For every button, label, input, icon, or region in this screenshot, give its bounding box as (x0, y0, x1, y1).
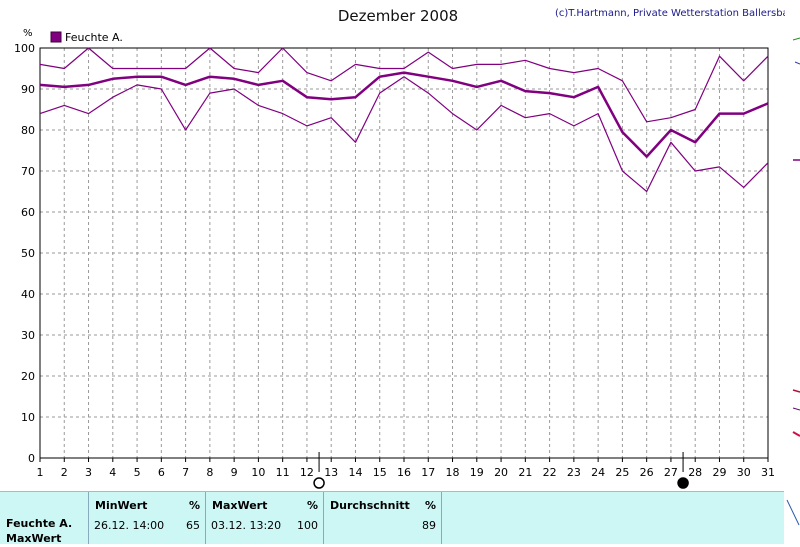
x-tick-label: 27 (664, 466, 678, 479)
x-tick-label: 21 (518, 466, 532, 479)
y-tick-label: 10 (21, 411, 35, 424)
chart-title: Dezember 2008 (338, 7, 458, 25)
y-tick-label: 30 (21, 329, 35, 342)
legend: Feuchte A. (50, 31, 123, 44)
avg-unit: % (425, 499, 437, 512)
stats-panel: Feuchte A. MaxWert MinWert % 26.12. 14:0… (0, 491, 784, 545)
edge-mark (792, 431, 800, 437)
x-tick-label: 4 (109, 466, 116, 479)
moon-phase-markers (313, 452, 689, 489)
x-axis: 1 2 3 4 5 6 7 8 9 10 11 12 13 14 15 16 17 18 19 20 21 22 23 24 2… (37, 458, 775, 479)
edge-mark (792, 407, 800, 411)
x-tick-label: 24 (591, 466, 605, 479)
right-edge-strip (785, 0, 800, 543)
y-tick-label: 100 (14, 42, 35, 55)
avg-header: Durchschnitt (330, 499, 410, 512)
right-edge-marks (786, 37, 800, 526)
min-value: 65 (186, 519, 200, 532)
x-tick-label: 18 (446, 466, 460, 479)
y-tick-label: 20 (21, 370, 35, 383)
y-tick-label: 70 (21, 165, 35, 178)
avg-value: 89 (422, 519, 436, 532)
x-tick-label: 7 (182, 466, 189, 479)
edge-mark (792, 37, 800, 41)
x-tick-label: 13 (324, 466, 338, 479)
y-tick-label: 50 (21, 247, 35, 260)
label-column (0, 492, 89, 544)
humidity-chart: Dezember 2008 (c)T.Hartmann, Private Wet… (14, 7, 800, 489)
x-tick-label: 29 (712, 466, 726, 479)
x-tick-label: 2 (61, 466, 68, 479)
y-tick-label: 80 (21, 124, 35, 137)
y-axis: 0 10 20 30 40 50 60 70 80 90 100 (14, 42, 35, 465)
x-tick-label: 15 (373, 466, 387, 479)
x-tick-label: 14 (348, 466, 362, 479)
x-tick-label: 26 (640, 466, 654, 479)
legend-label: Feuchte A. (65, 31, 123, 44)
y-unit-label: % (23, 28, 33, 39)
max-datetime: 03.12. 13:20 (211, 519, 282, 532)
max-value: 100 (297, 519, 318, 532)
avg-column: Durchschnitt % 89 (324, 492, 442, 544)
x-tick-label: 1 (37, 466, 44, 479)
x-tick-label: 8 (206, 466, 213, 479)
grid (40, 48, 768, 458)
min-unit: % (189, 499, 201, 512)
row-label-maxwert: MaxWert (6, 532, 62, 545)
x-tick-label: 28 (688, 466, 702, 479)
min-header: MinWert (95, 499, 148, 512)
series-lines (39, 47, 769, 193)
x-tick-label: 12 (300, 466, 314, 479)
edge-mark (792, 389, 800, 393)
min-datetime: 26.12. 14:00 (94, 519, 165, 532)
x-tick-label: 9 (231, 466, 238, 479)
x-tick-label: 11 (276, 466, 290, 479)
legend-swatch (50, 31, 62, 43)
y-tick-label: 40 (21, 288, 35, 301)
row-label-feuchte: Feuchte A. (6, 517, 73, 530)
min-column: MinWert % 26.12. 14:00 65 (89, 492, 206, 544)
max-header: MaxWert (212, 499, 268, 512)
edge-mark (794, 61, 800, 65)
new-moon-marker (677, 477, 689, 489)
series-line-average (39, 71, 769, 158)
x-tick-label: 23 (567, 466, 581, 479)
x-tick-label: 30 (737, 466, 751, 479)
x-tick-label: 20 (494, 466, 508, 479)
x-tick-label: 25 (615, 466, 629, 479)
x-tick-label: 31 (761, 466, 775, 479)
series-line-max (39, 47, 769, 123)
y-tick-label: 90 (21, 83, 35, 96)
series-line-min (39, 76, 769, 193)
x-tick-label: 6 (158, 466, 165, 479)
max-column: MaxWert % 03.12. 13:20 100 (206, 492, 324, 544)
x-tick-label: 16 (397, 466, 411, 479)
x-tick-label: 19 (470, 466, 484, 479)
max-unit: % (307, 499, 319, 512)
edge-mark (786, 499, 800, 526)
y-tick-label: 60 (21, 206, 35, 219)
y-tick-label: 0 (28, 452, 35, 465)
x-tick-label: 22 (543, 466, 557, 479)
x-tick-label: 17 (421, 466, 435, 479)
x-tick-label: 5 (134, 466, 141, 479)
x-tick-label: 3 (85, 466, 92, 479)
full-moon-marker (313, 477, 325, 489)
credit-text: (c)T.Hartmann, Private Wetterstation Bal… (555, 8, 800, 19)
x-tick-label: 10 (251, 466, 265, 479)
